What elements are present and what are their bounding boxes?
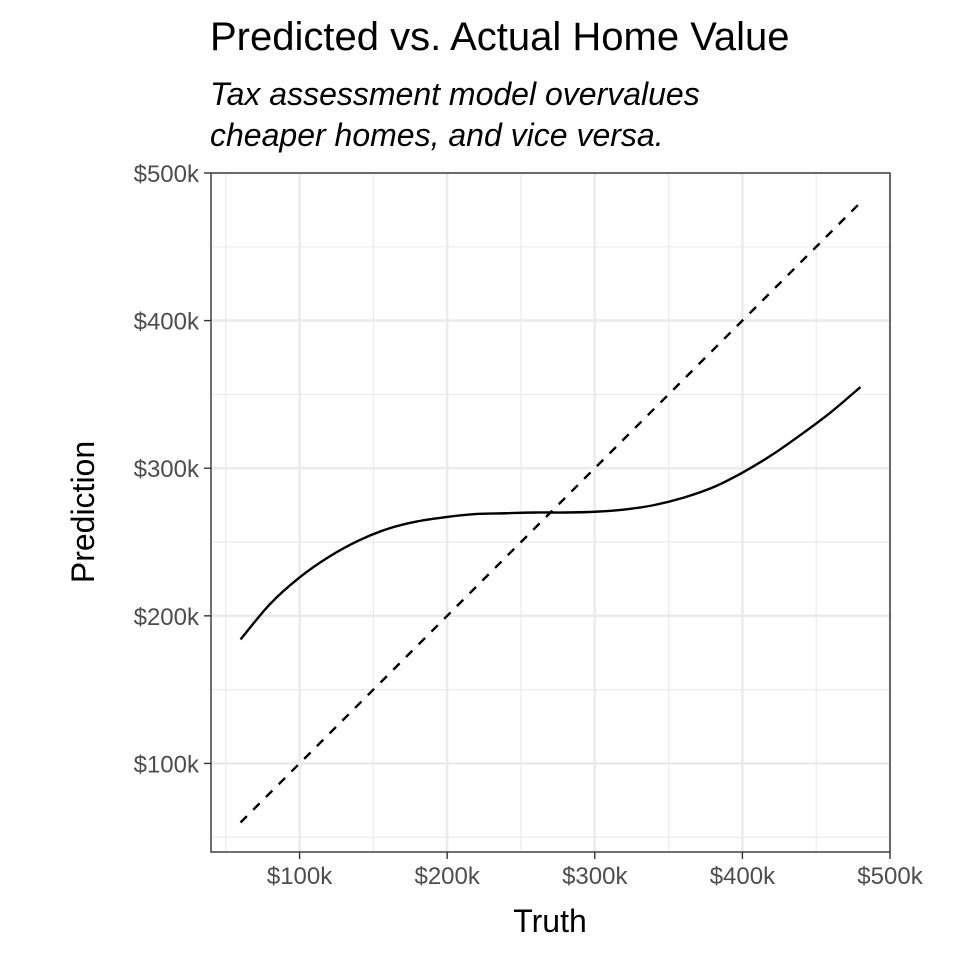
x-tick-label: $500k (857, 863, 923, 890)
y-tick-label: $400k (134, 309, 200, 336)
chart-title: Predicted vs. Actual Home Value (210, 15, 790, 59)
x-tick-label: $300k (562, 863, 628, 890)
x-axis-title: Truth (513, 903, 587, 939)
plot-border (210, 172, 891, 853)
y-tick-label: $500k (134, 161, 200, 188)
grid-minor (211, 173, 890, 852)
x-tick-label: $400k (710, 863, 776, 890)
x-tick-label: $200k (414, 863, 480, 890)
identity-line (239, 201, 862, 824)
series-layer (239, 201, 862, 824)
x-tick-label: $100k (267, 863, 333, 890)
chart-subtitle-line-2: cheaper homes, and vice versa. (210, 117, 664, 153)
y-axis-title: Prediction (65, 441, 101, 583)
x-axis: $100k $200k $300k $400k $500k (267, 852, 924, 890)
chart-subtitle-line-1: Tax assessment model overvalues (210, 76, 700, 112)
y-axis: $100k $200k $300k $400k $500k (134, 161, 211, 778)
y-tick-label: $300k (134, 456, 200, 483)
y-tick-label: $100k (134, 751, 200, 778)
y-tick-label: $200k (134, 604, 200, 631)
